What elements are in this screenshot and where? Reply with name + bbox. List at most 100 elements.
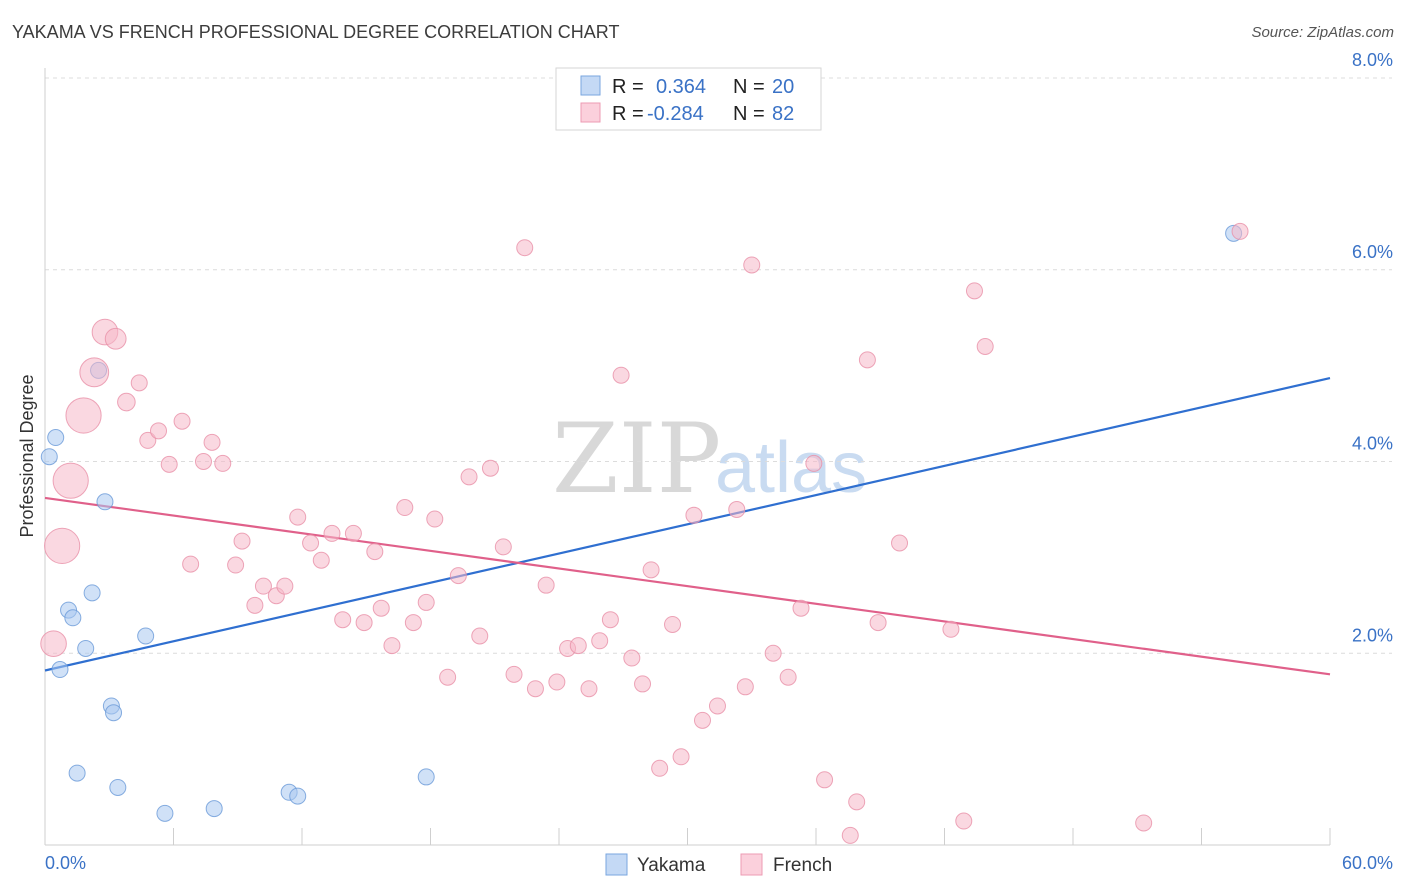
data-point-french (404, 614, 422, 632)
data-point-yakama (40, 448, 58, 466)
data-point-french (312, 551, 330, 569)
data-point-french (848, 793, 866, 811)
data-point-yakama (47, 429, 65, 447)
data-point-french (471, 627, 489, 645)
data-point-french (623, 649, 641, 667)
data-point-yakama (64, 609, 82, 627)
trend-line-french (44, 496, 1331, 676)
legend-n-label-yakama: N = (733, 76, 765, 98)
legend-r-value-yakama: 0.364 (656, 76, 706, 98)
data-point-french (651, 759, 669, 777)
data-point-yakama (156, 804, 174, 822)
data-point-yakama (51, 661, 69, 679)
data-point-french (942, 620, 960, 638)
data-point-french (276, 577, 294, 595)
data-point-french (417, 593, 435, 611)
data-point-french (194, 453, 212, 470)
data-point-french (672, 748, 690, 766)
bottom-legend-label-french: French (773, 855, 832, 876)
data-point-french (736, 678, 754, 696)
data-point-french (516, 239, 534, 257)
data-point-french (289, 508, 307, 526)
bottom-legend-swatch-french (740, 853, 763, 876)
data-point-french (779, 668, 797, 686)
legend-n-value-french: 82 (772, 103, 794, 125)
data-point-french (1135, 814, 1153, 832)
legend-swatch-yakama (580, 75, 601, 96)
data-point-french (117, 392, 136, 412)
tick-labels: 2.0% 4.0% 6.0% 8.0% 0.0% 60.0% (45, 50, 1393, 873)
data-point-french (743, 256, 761, 274)
data-point-french (891, 534, 909, 552)
data-point-french (569, 637, 587, 655)
data-point-yakama (289, 787, 307, 805)
data-point-french (323, 524, 341, 542)
data-point-french (591, 632, 609, 650)
data-point-french (426, 510, 444, 528)
y-axis-label: Professional Degree (17, 374, 37, 537)
data-point-french (233, 532, 251, 550)
data-point-french (869, 614, 887, 632)
data-point-french (858, 351, 876, 369)
data-point-french (664, 615, 682, 633)
data-point-french (203, 433, 221, 451)
data-point-french (227, 556, 245, 574)
data-point-french (537, 576, 555, 594)
data-point-french (214, 454, 232, 472)
legend-n-value-yakama: 20 (772, 76, 794, 98)
data-point-french (764, 644, 782, 662)
legend-n-label-french: N = (733, 103, 765, 125)
data-point-french (150, 422, 168, 440)
data-point-french (40, 630, 67, 657)
legend-swatch-french (580, 102, 601, 123)
data-point-yakama (77, 639, 95, 657)
trend-line-yakama (44, 377, 1331, 672)
legend-r-label-yakama: R = (612, 76, 644, 98)
data-point-yakama (137, 627, 155, 645)
data-point-french (601, 611, 619, 629)
data-point-french (334, 611, 352, 629)
data-point-french (976, 337, 994, 355)
gridlines (45, 77, 1392, 654)
data-point-french (708, 697, 726, 715)
data-point-yakama (205, 800, 223, 818)
bottom-legend-label-yakama: Yakama (637, 855, 706, 876)
data-point-french (792, 599, 810, 617)
data-point-french (548, 673, 566, 691)
data-point-french (65, 397, 102, 434)
y-tick-label: 8.0% (1352, 50, 1393, 70)
chart-title: YAKAMA VS FRENCH PROFESSIONAL DEGREE COR… (12, 22, 620, 42)
data-point-french (580, 680, 598, 698)
data-point-french (955, 812, 973, 830)
data-point-yakama (68, 764, 86, 782)
legend-r-label-french: R = (612, 103, 644, 125)
data-point-french (366, 543, 384, 561)
data-point-french (246, 596, 264, 614)
data-point-french (396, 499, 414, 517)
data-point-yakama (105, 704, 123, 722)
x-tick-label-min: 0.0% (45, 853, 86, 873)
data-point-french (130, 374, 148, 392)
watermark-atlas: atlas (715, 428, 867, 508)
data-point-french (79, 357, 110, 388)
data-point-french (439, 668, 457, 686)
data-point-french (494, 538, 512, 556)
data-point-french (728, 500, 746, 518)
y-tick-label: 2.0% (1352, 625, 1393, 645)
bottom-legend-swatch-yakama (605, 853, 628, 876)
data-point-french (139, 431, 157, 449)
data-point-french (182, 555, 200, 573)
data-point-yakama (96, 493, 114, 511)
data-point-french (805, 454, 823, 472)
data-point-french (44, 527, 81, 564)
data-point-french (693, 711, 711, 729)
data-point-french (344, 524, 362, 542)
bottom-legend: Yakama French (605, 853, 832, 876)
data-point-french (1231, 222, 1249, 240)
y-tick-label: 6.0% (1352, 242, 1393, 262)
data-point-french (816, 771, 834, 789)
data-point-french (173, 412, 191, 430)
data-point-french (612, 366, 630, 384)
data-point-french (160, 455, 178, 473)
data-point-french (383, 637, 401, 655)
